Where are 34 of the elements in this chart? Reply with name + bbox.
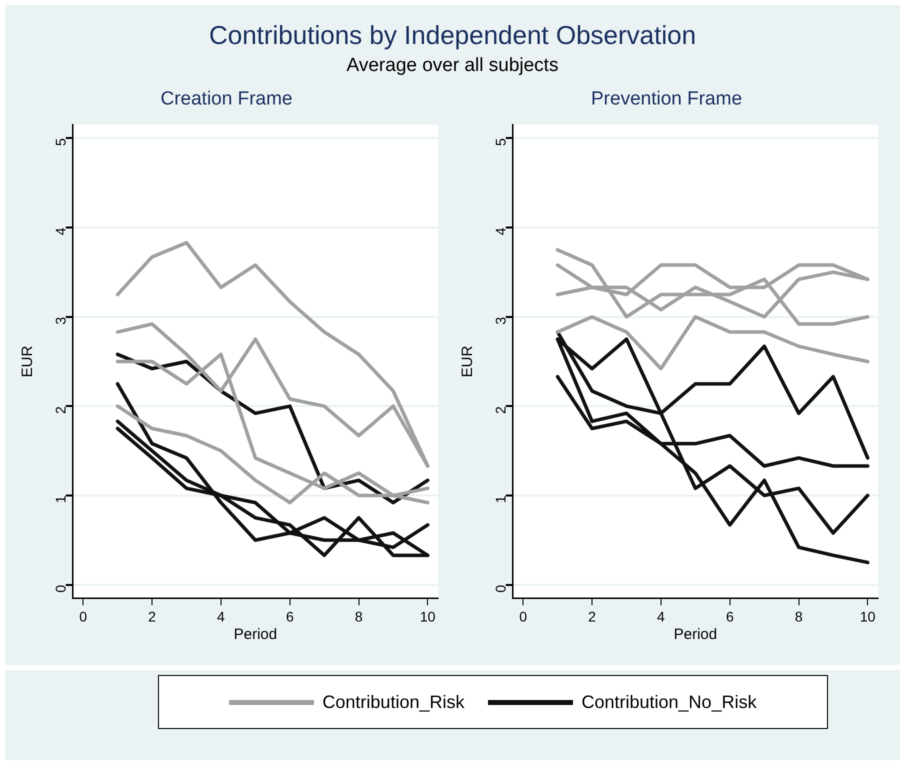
chart-title: Prevention Frame	[590, 88, 742, 110]
x-tick-label: 6	[286, 608, 294, 624]
x-tick-label: 0	[79, 608, 88, 624]
text: Average over all subjects	[346, 55, 560, 77]
y-tick-label: 2	[52, 406, 69, 414]
y-tick-label: 2	[492, 406, 509, 414]
x-tick-label: 10	[420, 608, 436, 624]
y-tick-label: 5	[52, 138, 69, 146]
x-tick-label: 0	[519, 608, 528, 624]
y-tick-label: 5	[492, 138, 509, 146]
y-tick-label: 3	[492, 316, 509, 325]
x-tick-label: 6	[726, 608, 734, 624]
x-tick-label: 8	[794, 608, 803, 624]
y-axis-title: EUR	[459, 346, 476, 378]
y-tick-label: 1	[52, 495, 69, 504]
x-tick-label: 8	[354, 608, 363, 624]
y-tick-label: 3	[52, 316, 69, 325]
y-tick-label: 0	[52, 584, 69, 593]
x-axis-title: Period	[674, 626, 718, 644]
x-tick-label: 4	[657, 608, 666, 624]
y-axis-title: EUR	[19, 346, 36, 378]
x-axis-title: Period	[234, 626, 278, 644]
legend-label: Contribution_No_Risk	[581, 692, 757, 712]
y-tick-label: 4	[492, 227, 509, 236]
y-tick-label: 1	[492, 495, 509, 504]
x-tick-label: 2	[148, 608, 156, 624]
x-tick-label: 2	[588, 608, 596, 624]
y-tick-label: 0	[492, 584, 509, 593]
y-tick-label: 4	[52, 227, 69, 236]
x-tick-label: 4	[217, 608, 226, 624]
text: Contributions by Independent Observation	[208, 20, 698, 51]
chart-title: Creation Frame	[160, 88, 292, 110]
x-tick-label: 10	[860, 608, 876, 624]
legend-label: Contribution_Risk	[322, 692, 464, 712]
